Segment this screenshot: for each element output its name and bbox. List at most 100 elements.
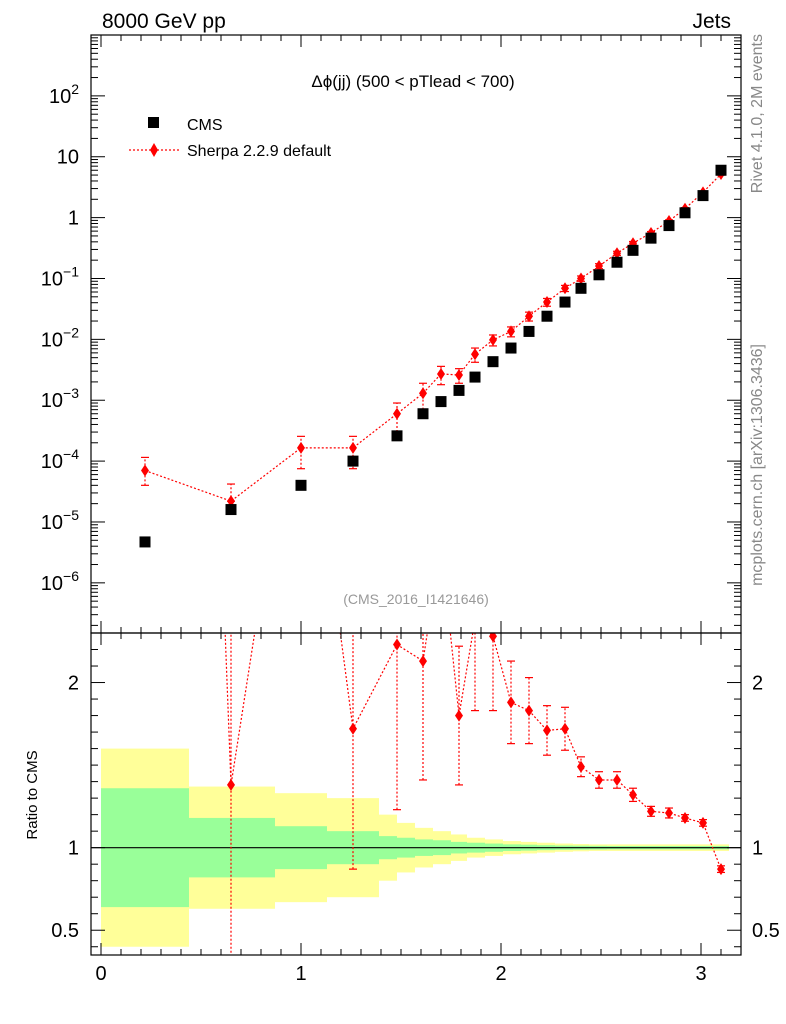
tick-exponent: −1 xyxy=(63,263,79,279)
cms-main-series xyxy=(139,164,727,548)
main-axis-ticks xyxy=(91,35,741,633)
main-y-tick-label: 10−4 xyxy=(41,446,79,473)
cms-point xyxy=(347,455,359,467)
sherpa-point xyxy=(613,247,621,260)
cms-point xyxy=(697,190,709,202)
main-y-tick-label: 10−1 xyxy=(41,263,79,290)
cms-point xyxy=(391,430,403,442)
sherpa-point xyxy=(595,260,603,273)
sherpa-point xyxy=(561,282,569,295)
cms-point xyxy=(487,356,499,368)
title-text: (jj) (500 < pTlead < 700) xyxy=(332,72,514,91)
cms-point xyxy=(611,256,623,268)
category-label: Jets xyxy=(692,10,731,33)
sherpa-point xyxy=(577,272,585,285)
cms-point xyxy=(541,310,553,322)
ratio-y-tick-label-right: 0.5 xyxy=(752,920,780,942)
sherpa-ratio-point xyxy=(419,655,427,668)
ratio-y-tick-label-left: 0.5 xyxy=(51,920,79,942)
sherpa-point xyxy=(507,325,515,338)
cms-point xyxy=(575,282,587,294)
rivet-label: Rivet 4.1.0, 2M events xyxy=(749,34,766,193)
sherpa-point xyxy=(297,441,305,454)
sherpa-point xyxy=(349,441,357,454)
ratio-y-tick-label-left: 2 xyxy=(68,673,79,695)
ratio-y-tick-label-left: 1 xyxy=(68,838,79,860)
tick-base: 10 xyxy=(41,573,63,595)
sherpa-line xyxy=(144,173,722,502)
analysis-watermark: (CMS_2016_I1421646) xyxy=(343,591,489,607)
sherpa-point xyxy=(489,333,497,346)
legend: CMS Sherpa 2.2.9 default xyxy=(129,117,332,160)
main-y-tick-label: 10−5 xyxy=(41,507,79,534)
sherpa-point xyxy=(141,464,149,477)
main-y-tick-label: 10−2 xyxy=(41,324,79,351)
ratio-panel: 0.5 0.5 1 1 2 2 Ratio to CMS 0 1 2 3 xyxy=(24,632,780,985)
sherpa-point xyxy=(437,367,445,380)
x-tick-label: 0 xyxy=(95,963,106,985)
cms-point xyxy=(505,342,517,354)
sherpa-ratio-line xyxy=(224,633,722,870)
ratio-clip-group xyxy=(224,633,725,955)
x-tick-label: 1 xyxy=(295,963,306,985)
sherpa-ratio-point xyxy=(525,704,533,717)
ratio-frame xyxy=(90,632,742,956)
sherpa-point xyxy=(543,296,551,309)
tick-base: 10 xyxy=(41,390,63,412)
sherpa-ratio-point xyxy=(507,696,515,709)
tick-base: 10 xyxy=(57,147,79,169)
cms-point xyxy=(645,232,657,244)
sherpa-ratio-point xyxy=(665,806,673,819)
cms-point xyxy=(627,244,639,256)
sherpa-point xyxy=(525,310,533,323)
x-tick-label: 2 xyxy=(495,963,506,985)
legend-cms-marker xyxy=(148,117,159,128)
main-y-tick-label: 10−3 xyxy=(41,385,79,412)
sherpa-ratio-point xyxy=(227,778,235,791)
sherpa-ratio-point xyxy=(561,722,569,735)
cms-point xyxy=(715,164,727,176)
sherpa-ratio-point xyxy=(543,724,551,737)
sherpa-ratio-point xyxy=(647,805,655,818)
cms-point xyxy=(523,325,535,337)
x-tick-label: 3 xyxy=(695,963,706,985)
tick-base: 10 xyxy=(41,329,63,351)
sherpa-point xyxy=(471,348,479,361)
plot-title: Δϕ(jj) (500 < pTlead < 700) xyxy=(311,72,514,91)
tick-base: 10 xyxy=(41,451,63,473)
sherpa-ratio-point xyxy=(393,638,401,651)
sherpa-ratio-point xyxy=(681,811,689,824)
cms-point xyxy=(679,207,691,219)
tick-exponent: −6 xyxy=(63,568,79,584)
ratio-y-tick-label-right: 2 xyxy=(752,673,763,695)
sherpa-ratio-point xyxy=(629,788,637,801)
sherpa-ratio-point xyxy=(717,863,725,876)
legend-sherpa-marker xyxy=(150,143,158,157)
tick-base: 10 xyxy=(49,86,71,108)
cms-point xyxy=(295,479,307,491)
cms-point xyxy=(663,220,675,232)
legend-cms-label: CMS xyxy=(187,117,223,134)
tick-base: 1 xyxy=(68,208,79,230)
tick-base: 10 xyxy=(41,512,63,534)
tick-exponent: −5 xyxy=(63,507,79,523)
sherpa-ratio-point xyxy=(489,633,497,643)
main-y-tick-label: 10−6 xyxy=(41,568,79,595)
ratio-y-tick-labels: 0.5 0.5 1 1 2 2 xyxy=(51,673,780,943)
ratio-y-axis-label: Ratio to CMS xyxy=(24,750,41,839)
sherpa-point xyxy=(419,387,427,400)
mcplots-label: mcplots.cern.ch [arXiv:1306.3436] xyxy=(749,344,766,586)
cms-point xyxy=(469,371,481,383)
x-tick-labels: 0 1 2 3 xyxy=(95,963,706,985)
title-symbol: Δϕ xyxy=(311,72,332,91)
sherpa-ratio-point xyxy=(699,816,707,829)
tick-base: 10 xyxy=(41,268,63,290)
cms-point xyxy=(225,504,237,516)
cms-point xyxy=(417,408,429,420)
sherpa-ratio-point xyxy=(595,773,603,786)
tick-exponent: −4 xyxy=(63,446,79,462)
main-y-tick-label: 10 xyxy=(57,147,79,169)
cms-point xyxy=(139,536,151,548)
